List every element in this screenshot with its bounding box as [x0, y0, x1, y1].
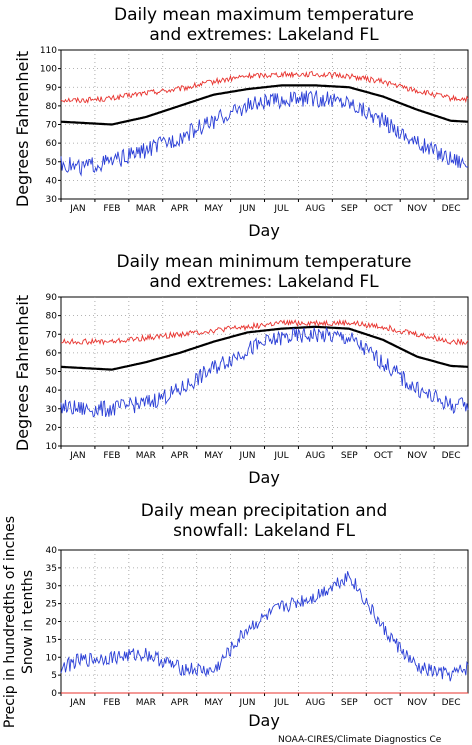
precip-panel: Daily mean precipitation and snowfall: L…	[2, 501, 469, 730]
x-tick-label: JUN	[239, 451, 256, 461]
x-tick-label: MAY	[204, 698, 223, 708]
y-tick-label: 100	[40, 65, 57, 75]
x-tick-label: APR	[171, 204, 189, 214]
plot-frame	[60, 49, 469, 200]
max-temp-ylabel: Degrees Fahrenheit	[13, 51, 32, 207]
x-tick-label: OCT	[374, 451, 393, 461]
y-tick-label: 50	[46, 158, 58, 168]
x-tick-label: JAN	[69, 451, 85, 461]
x-tick-label: OCT	[374, 204, 393, 214]
series-max_extreme-line	[60, 70, 469, 104]
min-temp-panel: Daily mean minimum temperature and extre…	[13, 252, 469, 487]
x-tick-label: MAR	[136, 204, 156, 214]
y-tick-label: 20	[46, 618, 58, 628]
min-temp-ylabel: Degrees Fahrenheit	[13, 295, 32, 451]
precip-xlabel: Day	[248, 711, 280, 730]
x-tick-label: FEB	[103, 698, 120, 708]
x-tick-label: NOV	[407, 451, 428, 461]
min-temp-plot: 10 20 30 40 50 60 70 80 90 JAN FEB MAR APR MAY JUN JUL A…	[46, 293, 469, 461]
y-tick-label: 80	[46, 312, 58, 322]
series-max_extreme-line	[60, 318, 469, 346]
x-tick-label: SEP	[341, 451, 358, 461]
series-min_extreme-line	[60, 90, 469, 177]
x-tick-label: MAR	[136, 698, 156, 708]
plot-frame	[60, 296, 469, 447]
x-tick-label: FEB	[103, 451, 120, 461]
y-tick-label: 40	[46, 386, 58, 396]
y-tick-label: 40	[46, 176, 58, 186]
precip-plot: 0 5 10 15 20 25 30 35 40 JAN FEB MAR APR MAY JUN JUL AUG…	[46, 546, 469, 708]
y-tick-label: 25	[46, 600, 57, 610]
x-tick-label: MAY	[204, 451, 223, 461]
y-tick-label: 10	[46, 442, 58, 452]
series-mean-line	[60, 84, 468, 126]
y-tick-label: 0	[51, 689, 57, 699]
precip-title-line1: Daily mean precipitation and	[141, 501, 388, 521]
max-temp-panel: Daily mean maximum temperature and extre…	[13, 5, 469, 240]
y-tick-label: 30	[46, 195, 58, 205]
y-tick-label: 30	[46, 582, 58, 592]
y-tick-label: 40	[46, 546, 58, 556]
y-tick-label: 80	[46, 102, 58, 112]
y-tick-label: 60	[46, 349, 58, 359]
max-temp-plot: 30 40 50 60 70 80 90 100 110 JAN FEB MAR APR MAY JUN JU…	[40, 46, 469, 214]
x-tick-label: JUL	[273, 698, 288, 708]
max-temp-xlabel: Day	[248, 221, 280, 240]
x-tick-label: AUG	[306, 698, 326, 708]
y-tick-label: 60	[46, 139, 58, 149]
y-tick-label: 50	[46, 368, 58, 378]
x-tick-label: NOV	[407, 204, 428, 214]
precip-ylabel-line2: Snow in tenths	[20, 570, 36, 674]
y-tick-label: 10	[46, 653, 58, 663]
x-tick-label: AUG	[306, 204, 326, 214]
x-tick-label: NOV	[407, 698, 428, 708]
series-min_extreme-line	[60, 327, 469, 418]
x-tick-label: OCT	[374, 698, 393, 708]
y-tick-label: 70	[46, 330, 58, 340]
x-tick-label: MAR	[136, 451, 156, 461]
x-tick-label: DEC	[442, 698, 461, 708]
max-temp-title-line1: Daily mean maximum temperature	[114, 5, 414, 25]
series-precip-line	[60, 571, 469, 682]
min-temp-title-line1: Daily mean minimum temperature	[117, 252, 412, 272]
x-tick-label: SEP	[341, 204, 358, 214]
precip-ylabel-line1: Precip in hundredths of inches	[2, 516, 18, 728]
y-tick-label: 110	[40, 46, 57, 56]
x-tick-label: JUL	[273, 451, 288, 461]
x-tick-label: FEB	[103, 204, 120, 214]
min-temp-xlabel: Day	[248, 468, 280, 487]
y-tick-label: 70	[46, 121, 58, 131]
y-tick-label: 20	[46, 423, 58, 433]
min-temp-title-line2: and extremes: Lakeland FL	[149, 272, 379, 292]
x-tick-label: JUL	[273, 204, 288, 214]
x-tick-label: JAN	[69, 204, 85, 214]
credit-text: NOAA-CIRES/Climate Diagnostics Ce	[278, 735, 442, 745]
x-tick-label: DEC	[442, 451, 461, 461]
max-temp-title-line2: and extremes: Lakeland FL	[149, 25, 379, 45]
y-tick-label: 90	[46, 83, 58, 93]
x-tick-label: JAN	[69, 698, 85, 708]
x-tick-label: AUG	[306, 451, 326, 461]
x-tick-label: DEC	[442, 204, 461, 214]
y-tick-label: 90	[46, 293, 58, 303]
x-tick-label: JUN	[239, 204, 256, 214]
series-mean-line	[60, 325, 469, 371]
precip-title-line2: snowfall: Lakeland FL	[173, 521, 355, 541]
plot-frame	[60, 549, 469, 694]
y-tick-label: 30	[46, 405, 58, 415]
y-tick-label: 35	[46, 564, 57, 574]
x-tick-label: SEP	[341, 698, 358, 708]
y-tick-label: 5	[51, 671, 57, 681]
y-tick-label: 15	[46, 635, 57, 645]
x-tick-label: APR	[171, 698, 189, 708]
x-tick-label: JUN	[239, 698, 256, 708]
x-tick-label: APR	[171, 451, 189, 461]
x-tick-label: MAY	[204, 204, 223, 214]
